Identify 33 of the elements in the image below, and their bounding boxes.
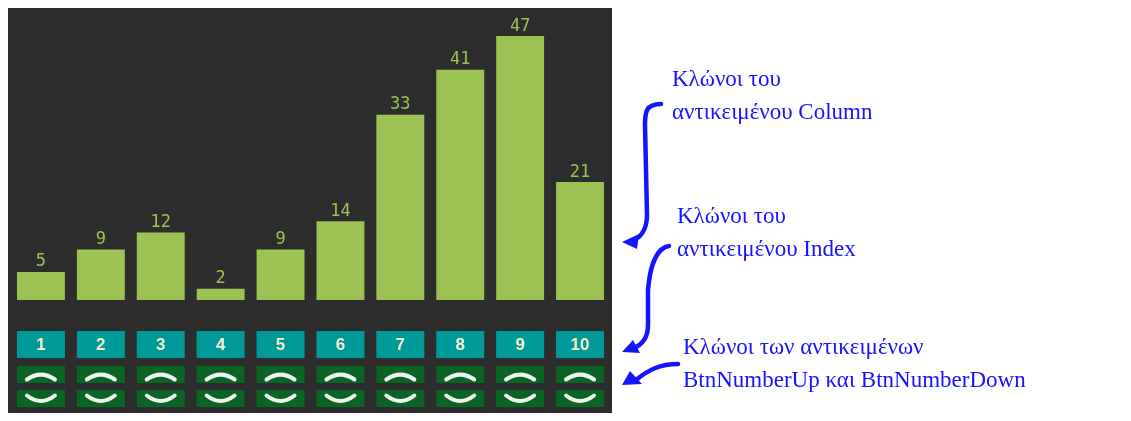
text: Κλώνοι των αντικειμένων BtnNumberUp και BtnNumberDown — [683, 333, 1026, 394]
bar — [196, 288, 245, 300]
data-label: 2 — [215, 267, 226, 288]
x-tick-label: 8 — [455, 335, 465, 354]
x-tick-label: 1 — [36, 335, 46, 354]
data-label: 33 — [390, 93, 411, 114]
bar — [436, 69, 485, 300]
bar — [256, 249, 305, 300]
x-tick-label: 10 — [570, 335, 590, 354]
data-label: 47 — [509, 14, 531, 35]
data-label: 14 — [330, 199, 351, 220]
bar — [556, 182, 605, 300]
x-tick-label: 6 — [335, 335, 346, 354]
data-label: 5 — [35, 250, 47, 271]
text: Κλώνοι του αντικειμένου Index — [677, 202, 856, 263]
x-tick-label: 5 — [275, 335, 286, 354]
data-label: 21 — [569, 160, 591, 181]
text: Κλώνοι του αντικειμένου Column — [672, 65, 873, 126]
data-label: 12 — [150, 211, 171, 232]
x-tick-label: 4 — [215, 335, 226, 354]
x-tick-label: 2 — [96, 335, 106, 354]
x-tick-label: 9 — [515, 335, 525, 354]
bar — [16, 271, 65, 300]
bar — [316, 221, 365, 300]
bar — [496, 36, 545, 300]
bar — [376, 114, 425, 300]
bar — [136, 232, 185, 300]
x-tick-label: 3 — [156, 335, 166, 354]
bar — [76, 249, 125, 300]
data-label: 9 — [275, 227, 286, 248]
data-label: 41 — [450, 48, 471, 69]
x-tick-label: 7 — [395, 335, 406, 354]
data-label: 9 — [95, 227, 106, 248]
